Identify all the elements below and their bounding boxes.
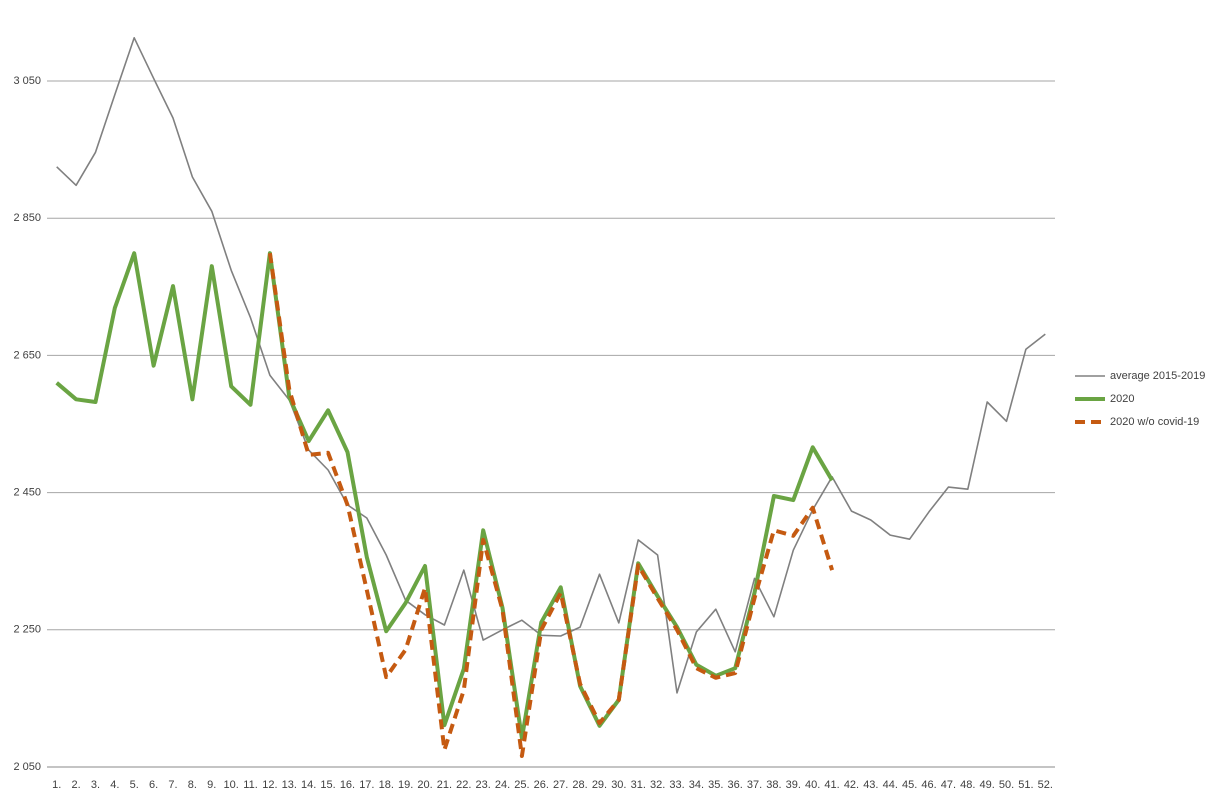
x-tick-label: 35. (708, 779, 723, 791)
x-tick-label: 50. (999, 779, 1014, 791)
y-tick-label: 3 050 (13, 75, 41, 87)
y-tick-label: 2 450 (13, 487, 41, 499)
x-tick-label: 46. (921, 779, 936, 791)
x-tick-label: 26. (534, 779, 549, 791)
x-tick-label: 36. (728, 779, 743, 791)
x-tick-label: 14. (301, 779, 316, 791)
x-tick-label: 31. (631, 779, 646, 791)
x-tick-label: 27. (553, 779, 568, 791)
x-tick-label: 3. (91, 779, 100, 791)
y-tick-label: 2 850 (13, 212, 41, 224)
x-tick-label: 24. (495, 779, 510, 791)
x-tick-label: 8. (188, 779, 197, 791)
x-tick-label: 49. (980, 779, 995, 791)
x-tick-label: 2. (71, 779, 80, 791)
x-tick-label: 39. (786, 779, 801, 791)
x-tick-label: 45. (902, 779, 917, 791)
x-tick-label: 28. (572, 779, 587, 791)
x-tick-label: 17. (359, 779, 374, 791)
x-tick-label: 41. (824, 779, 839, 791)
x-tick-label: 52. (1038, 779, 1053, 791)
x-tick-label: 30. (611, 779, 626, 791)
x-tick-label: 10. (224, 779, 239, 791)
x-tick-label: 13. (282, 779, 297, 791)
y-tick-label: 2 650 (13, 349, 41, 361)
x-tick-label: 21. (437, 779, 452, 791)
x-tick-label: 38. (766, 779, 781, 791)
x-tick-label: 37. (747, 779, 762, 791)
x-tick-label: 6. (149, 779, 158, 791)
x-tick-label: 20. (417, 779, 432, 791)
x-tick-label: 12. (262, 779, 277, 791)
x-tick-label: 4. (110, 779, 119, 791)
x-tick-label: 9. (207, 779, 216, 791)
x-tick-label: 25. (514, 779, 529, 791)
series-line (267, 252, 835, 758)
legend-label: 2020 w/o covid-19 (1110, 416, 1199, 428)
x-tick-label: 18. (379, 779, 394, 791)
x-tick-label: 47. (941, 779, 956, 791)
x-tick-label: 44. (883, 779, 898, 791)
x-tick-label: 22. (456, 779, 471, 791)
x-tick-label: 34. (689, 779, 704, 791)
x-tick-label: 5. (130, 779, 139, 791)
legend-label: 2020 (1110, 393, 1134, 405)
x-tick-label: 7. (168, 779, 177, 791)
x-tick-label: 51. (1018, 779, 1033, 791)
y-tick-label: 2 250 (13, 624, 41, 636)
x-tick-label: 33. (669, 779, 684, 791)
x-tick-label: 29. (592, 779, 607, 791)
x-tick-label: 43. (863, 779, 878, 791)
x-tick-label: 42. (844, 779, 859, 791)
x-tick-label: 19. (398, 779, 413, 791)
series-line (56, 37, 1046, 694)
x-tick-label: 11. (243, 779, 257, 791)
y-tick-label: 2 050 (13, 761, 41, 773)
x-tick-label: 1. (52, 779, 61, 791)
x-tick-label: 48. (960, 779, 975, 791)
x-tick-label: 15. (320, 779, 335, 791)
x-tick-label: 32. (650, 779, 665, 791)
x-tick-label: 16. (340, 779, 355, 791)
x-tick-label: 23. (476, 779, 491, 791)
x-tick-label: 40. (805, 779, 820, 791)
legend-label: average 2015-2019 (1110, 370, 1205, 382)
series-line (55, 251, 834, 741)
